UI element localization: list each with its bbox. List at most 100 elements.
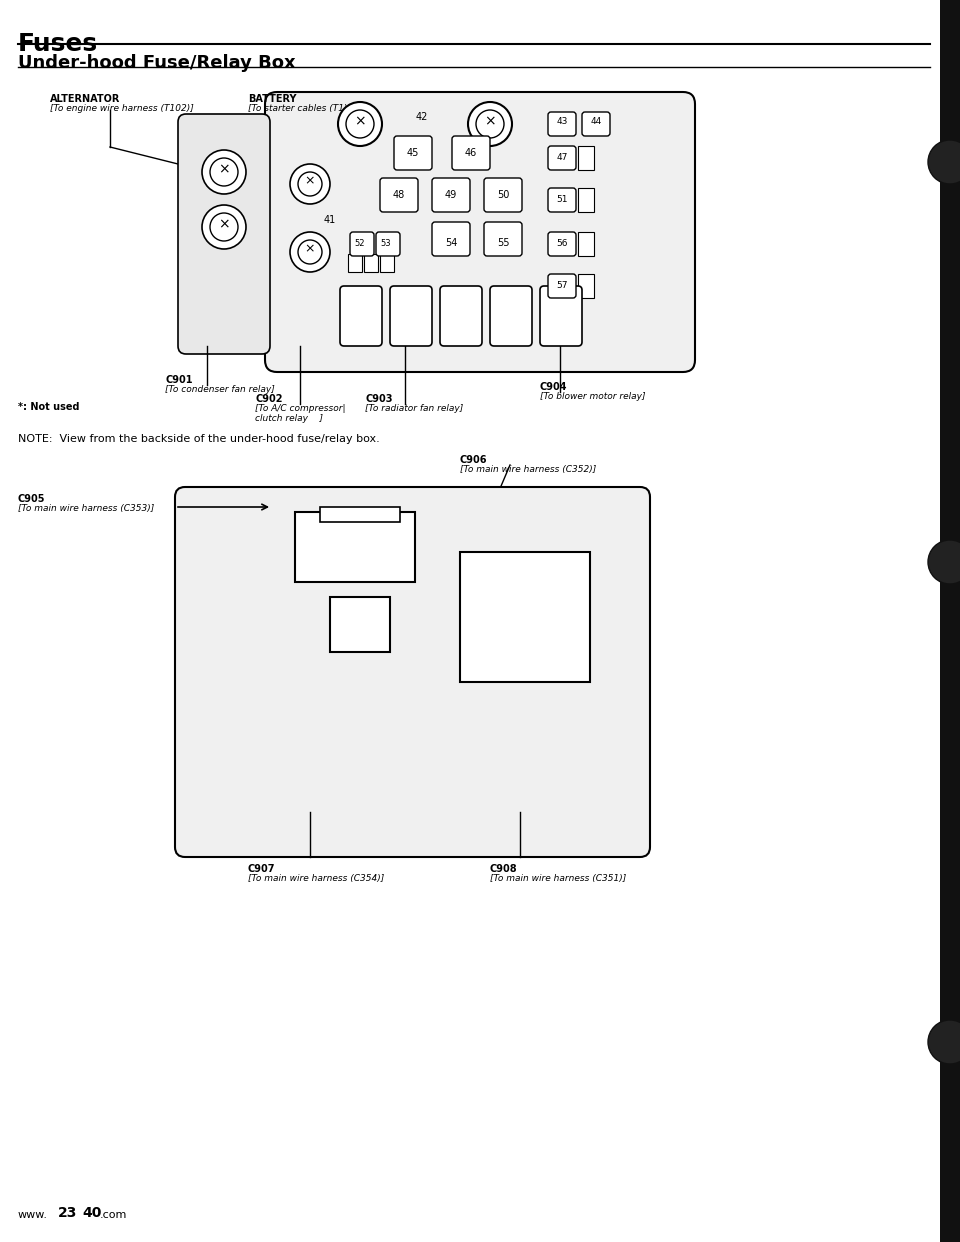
Circle shape [210,158,238,186]
FancyBboxPatch shape [390,286,432,347]
FancyBboxPatch shape [582,112,610,137]
Text: www.: www. [18,1210,48,1220]
Text: 57: 57 [556,281,567,289]
FancyBboxPatch shape [548,274,576,298]
Bar [578,274,594,298]
Text: C908: C908 [490,864,517,874]
Circle shape [338,102,382,147]
Text: 45: 45 [407,148,420,158]
FancyBboxPatch shape [440,286,482,347]
Text: [To main wire harness (C354)]: [To main wire harness (C354)] [248,874,384,883]
FancyBboxPatch shape [432,178,470,212]
Bar [295,512,415,582]
FancyBboxPatch shape [484,222,522,256]
Bar [460,551,590,682]
Text: 42: 42 [416,112,428,122]
FancyBboxPatch shape [548,188,576,212]
FancyBboxPatch shape [376,232,400,256]
Text: 53: 53 [381,238,392,247]
Text: 56: 56 [556,238,567,247]
Bar [364,255,378,272]
Circle shape [476,111,504,138]
FancyBboxPatch shape [548,112,576,137]
Text: 55: 55 [496,238,509,248]
Text: 40: 40 [82,1206,102,1220]
Text: 50: 50 [497,190,509,200]
FancyBboxPatch shape [432,222,470,256]
Text: 41: 41 [324,215,336,225]
Text: *: Not used: *: Not used [18,402,80,412]
Text: 43: 43 [556,118,567,127]
Text: C904: C904 [540,383,567,392]
FancyBboxPatch shape [548,232,576,256]
Circle shape [202,150,246,194]
FancyBboxPatch shape [490,286,532,347]
Text: ALTERNATOR: ALTERNATOR [50,94,120,104]
Text: [To blower motor relay]: [To blower motor relay] [540,392,645,401]
Text: 44: 44 [590,118,602,127]
Text: 51: 51 [556,195,567,204]
Text: ×: × [354,114,366,128]
Circle shape [210,212,238,241]
Circle shape [202,205,246,248]
FancyBboxPatch shape [340,286,382,347]
Bar [348,255,362,272]
Text: 52: 52 [355,238,365,247]
Text: ×: × [484,114,495,128]
Text: .com: .com [100,1210,128,1220]
FancyBboxPatch shape [548,147,576,170]
FancyBboxPatch shape [394,137,432,170]
Text: ×: × [304,174,315,188]
Bar [380,255,394,272]
FancyBboxPatch shape [452,137,490,170]
Text: BATTERY: BATTERY [248,94,297,104]
Bar [330,597,390,652]
Circle shape [468,102,512,147]
Text: C907: C907 [248,864,276,874]
Text: [To A/C compressor|: [To A/C compressor| [255,404,346,414]
Bar [320,507,400,522]
Text: C901: C901 [165,375,193,385]
FancyBboxPatch shape [350,232,374,256]
Text: [To main wire harness (C351)]: [To main wire harness (C351)] [490,874,626,883]
Circle shape [928,1020,960,1064]
Bar [578,232,594,256]
Text: 54: 54 [444,238,457,248]
Text: 49: 49 [444,190,457,200]
FancyBboxPatch shape [175,487,650,857]
Bar [940,0,960,1242]
Text: clutch relay    ]: clutch relay ] [255,414,323,424]
Circle shape [928,140,960,184]
Circle shape [298,171,322,196]
Text: C903: C903 [365,394,393,404]
FancyBboxPatch shape [484,178,522,212]
Circle shape [290,232,330,272]
Text: [To main wire harness (C353)]: [To main wire harness (C353)] [18,504,155,513]
Text: [To radiator fan relay]: [To radiator fan relay] [365,404,464,414]
Text: C906: C906 [460,455,488,465]
Text: ×: × [218,217,229,231]
Bar [578,188,594,212]
Text: [To engine wire harness (T102)]: [To engine wire harness (T102)] [50,104,194,113]
Bar [578,147,594,170]
Text: C905: C905 [18,494,45,504]
Text: C902: C902 [255,394,282,404]
Circle shape [346,111,374,138]
Text: NOTE:  View from the backside of the under-hood fuse/relay box.: NOTE: View from the backside of the unde… [18,433,380,443]
Text: 47: 47 [556,153,567,161]
FancyBboxPatch shape [540,286,582,347]
Text: 23: 23 [58,1206,78,1220]
Text: [To main wire harness (C352)]: [To main wire harness (C352)] [460,465,596,474]
Text: [To condenser fan relay]: [To condenser fan relay] [165,385,275,394]
FancyBboxPatch shape [380,178,418,212]
Text: Fuses: Fuses [18,32,98,56]
Circle shape [290,164,330,204]
FancyBboxPatch shape [178,114,270,354]
Text: ×: × [218,161,229,176]
Text: [To starter cables (T1)]: [To starter cables (T1)] [248,104,351,113]
FancyBboxPatch shape [265,92,695,373]
Circle shape [298,240,322,265]
Text: 46: 46 [465,148,477,158]
Text: Under-hood Fuse/Relay Box: Under-hood Fuse/Relay Box [18,53,296,72]
Circle shape [928,540,960,584]
